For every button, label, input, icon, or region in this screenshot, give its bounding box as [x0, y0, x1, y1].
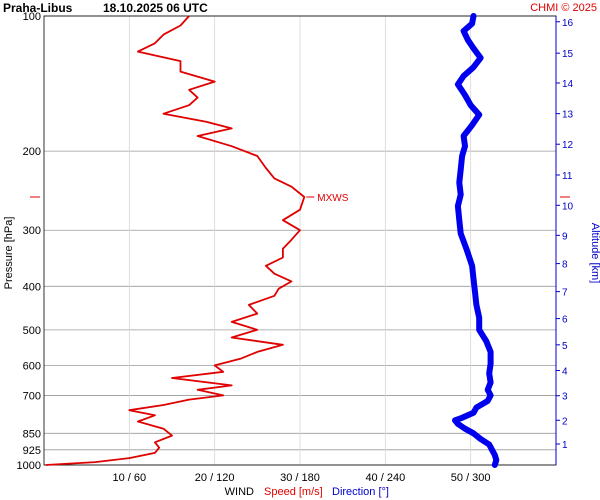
x-axis-label-prefix: WIND [225, 486, 254, 498]
pressure-tick-label: 925 [23, 445, 41, 457]
pressure-tick-label: 100 [23, 11, 41, 23]
wind-tick-label: 50 / 300 [451, 472, 491, 484]
altitude-tick-label: 8 [562, 260, 568, 271]
altitude-tick-label: 12 [562, 140, 574, 151]
altitude-tick-label: 15 [562, 49, 574, 60]
wind-tick-label: 30 / 180 [280, 472, 320, 484]
altitude-tick-label: 9 [562, 231, 568, 242]
copyright: CHMI © 2025 [530, 2, 597, 14]
pressure-tick-label: 400 [23, 281, 41, 293]
observation-datetime: 18.10.2025 06 UTC [103, 1, 208, 15]
wind-tick-label: 10 / 60 [113, 472, 147, 484]
x-axis-label-speed: Speed [m/s] [264, 486, 323, 498]
pressure-tick-label: 600 [23, 360, 41, 372]
station-name: Praha-Libus [3, 1, 73, 15]
altitude-tick-label: 6 [562, 315, 568, 326]
speed-series-line [45, 15, 306, 466]
pressure-tick-label: 500 [23, 325, 41, 337]
altitude-tick-label: 2 [562, 416, 568, 427]
pressure-tick-label: 700 [23, 390, 41, 402]
pressure-tick-label: 1000 [17, 460, 41, 472]
altitude-tick-label: 10 [562, 201, 574, 212]
altitude-tick-label: 4 [562, 367, 568, 378]
direction-series-line [452, 13, 500, 468]
altitude-tick-label: 7 [562, 288, 568, 299]
wind-tick-label: 20 / 120 [195, 472, 235, 484]
altitude-tick-label: 14 [562, 79, 574, 90]
y-axis-label: Pressure [hPa] [3, 217, 15, 290]
max-wind-label: MXWS [317, 193, 348, 204]
pressure-tick-label: 300 [23, 225, 41, 237]
altitude-axis-label: Altitude [km] [589, 223, 600, 284]
pressure-tick-label: 850 [23, 428, 41, 440]
x-axis-label-direction: Direction [°] [332, 486, 389, 498]
wind-tick-label: 40 / 240 [365, 472, 405, 484]
altitude-tick-label: 13 [562, 110, 574, 121]
altitude-tick-label: 16 [562, 18, 574, 29]
altitude-tick-label: 3 [562, 392, 568, 403]
altitude-tick-label: 5 [562, 341, 568, 352]
altitude-tick-label: 11 [562, 171, 573, 182]
pressure-tick-label: 200 [23, 146, 41, 158]
altitude-tick-label: 1 [562, 440, 568, 451]
